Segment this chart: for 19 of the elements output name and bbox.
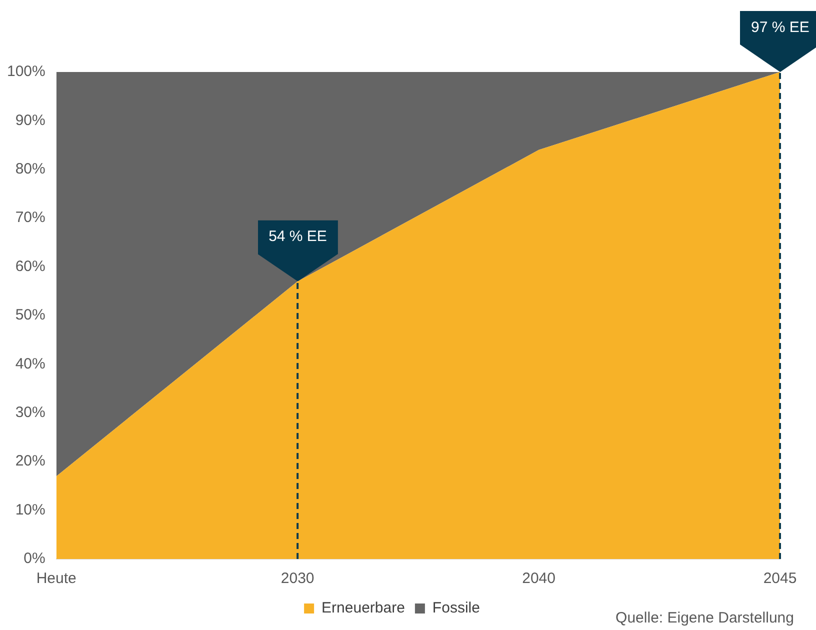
y-tick-label: 70% <box>15 209 46 226</box>
y-tick-label: 0% <box>24 550 46 568</box>
y-tick-label: 80% <box>15 160 46 178</box>
y-tick-label: 20% <box>15 452 46 470</box>
y-tick-label: 60% <box>15 258 46 275</box>
y-tick-label: 40% <box>15 355 46 372</box>
legend-label: Erneuerbare <box>322 600 405 617</box>
y-tick-label: 100% <box>6 63 46 80</box>
x-tick-label: 2040 <box>522 570 556 588</box>
x-tick-label: Heute <box>36 570 76 588</box>
y-tick-label: 30% <box>15 404 46 422</box>
legend-label: Fossile <box>432 600 480 617</box>
source-note: Quelle: Eigene Darstellung <box>616 610 794 627</box>
x-tick-label: 2045 <box>763 570 797 588</box>
y-tick-label: 10% <box>15 501 46 518</box>
callout-marker: 97 % EE <box>740 11 816 72</box>
y-tick-label: 50% <box>15 306 46 324</box>
y-tick-label: 90% <box>15 112 46 129</box>
x-tick-label: 2030 <box>280 570 314 588</box>
